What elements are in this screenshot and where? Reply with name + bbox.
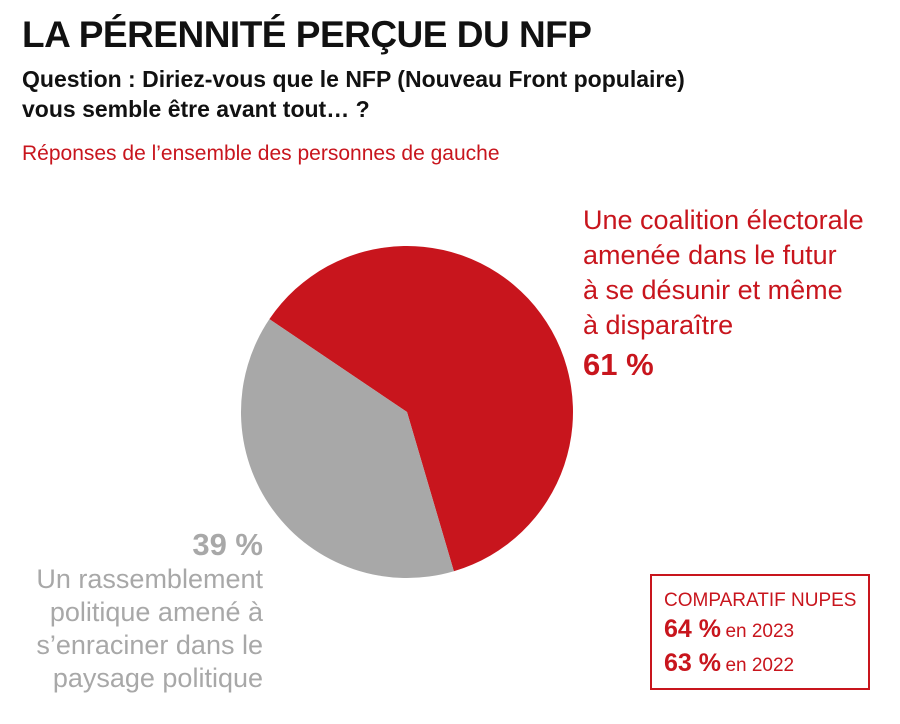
slice-label-line: Une coalition électorale	[583, 205, 864, 235]
slice-label-line: s’enraciner dans le	[36, 630, 263, 660]
slice-label-line: à disparaître	[583, 310, 734, 340]
chart-subtitle: Réponses de l’ensemble des personnes de …	[22, 142, 500, 165]
slice-label-rassemblement: 39 % Un rassemblement politique amené à …	[0, 528, 263, 695]
slice-label-line: politique amené à	[49, 597, 263, 627]
slice-label-line: Un rassemblement	[36, 564, 263, 594]
comparison-pct: 63 %	[664, 649, 721, 677]
slice-label-line: amenée dans le futur	[583, 240, 837, 270]
comparison-row: 63 % en 2022	[664, 648, 868, 682]
slice-label-line: paysage politique	[52, 663, 263, 693]
question-line-1: Question : Diriez-vous que le NFP (Nouve…	[22, 66, 685, 92]
pie-slice-rassemblement	[240, 319, 454, 579]
slice-value-rassemblement: 39 %	[192, 527, 263, 562]
slice-label-line: à se désunir et même	[583, 275, 843, 305]
comparison-pct: 64 %	[664, 615, 721, 643]
comparison-year: en 2022	[725, 655, 795, 676]
comparison-row: 64 % en 2023	[664, 614, 868, 648]
comparison-box: COMPARATIF NUPES 64 % en 2023 63 % en 20…	[650, 574, 870, 690]
pie-slice-coalition	[269, 246, 573, 572]
comparison-year: en 2023	[725, 621, 795, 642]
slice-label-coalition: Une coalition électorale amenée dans le …	[583, 203, 893, 382]
comparison-title: COMPARATIF NUPES	[664, 590, 857, 611]
question-text: Question : Diriez-vous que le NFP (Nouve…	[22, 64, 782, 124]
slice-value-coalition: 61 %	[583, 347, 654, 382]
chart-title: LA PÉRENNITÉ PERÇUE DU NFP	[22, 14, 592, 55]
question-line-2: vous semble être avant tout… ?	[22, 96, 370, 122]
